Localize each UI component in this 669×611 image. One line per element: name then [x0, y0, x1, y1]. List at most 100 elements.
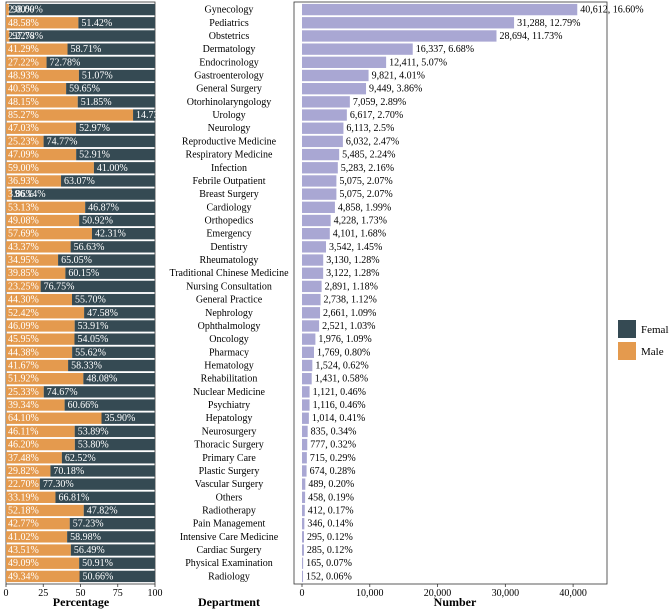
department-label: Pharmacy [209, 347, 249, 358]
male-label: 48.58% [8, 18, 39, 29]
count-bar [302, 399, 310, 411]
female-bar [72, 293, 155, 306]
department-label: Cardiology [207, 202, 252, 213]
count-bar [302, 201, 335, 213]
count-bar [302, 69, 369, 82]
male-bar [6, 307, 85, 319]
male-bar [6, 30, 10, 42]
department-label: Neurology [208, 123, 251, 134]
male-bar [6, 333, 75, 345]
legend: Female Male [618, 320, 669, 360]
count-bar [302, 96, 350, 108]
male-label: 22.70% [8, 479, 39, 490]
male-label: 57.69% [8, 229, 39, 240]
count-bar [302, 333, 316, 345]
count-label: 3,130, 1.28% [326, 255, 379, 266]
x-tick-label: 100 [148, 588, 163, 599]
count-label: 1,116, 0.46% [313, 400, 366, 411]
female-bar [78, 69, 155, 82]
count-bar [302, 346, 314, 358]
department-label: Gastroenterology [194, 71, 263, 82]
count-bar [302, 359, 313, 372]
female-bar [76, 122, 155, 134]
department-label: Gynecology [205, 5, 254, 16]
department-label: Reproductive Medicine [182, 136, 277, 147]
female-bar [43, 135, 156, 148]
male-label: 2.00% [8, 5, 34, 16]
male-bar [6, 425, 75, 438]
count-bar [302, 544, 304, 556]
male-bar [6, 504, 84, 517]
count-bar [302, 109, 347, 121]
female-label: 50.66% [83, 571, 114, 582]
female-bar [46, 56, 155, 68]
count-bar [302, 3, 578, 16]
female-label: 47.58% [87, 308, 118, 319]
male-bar [6, 56, 47, 68]
female-bar [8, 3, 156, 16]
male-label: 27.22% [8, 57, 39, 68]
female-label: 77.30% [43, 479, 74, 490]
male-bar [6, 399, 65, 411]
count-label: 1,014, 0.41% [312, 413, 365, 424]
male-label: 25.23% [8, 136, 39, 147]
department-label: Febrile Outpatient [192, 176, 265, 187]
count-label: 2,738, 1.12% [324, 295, 377, 306]
female-bar [74, 333, 155, 345]
male-bar [6, 241, 71, 253]
count-label: 40,612, 16.60% [580, 5, 643, 16]
female-bar [76, 148, 155, 161]
female-bar [43, 386, 155, 398]
female-bar [55, 491, 156, 503]
count-bar [302, 162, 338, 174]
female-bar [72, 346, 155, 358]
female-bar [70, 544, 155, 556]
count-label: 285, 0.12% [307, 545, 353, 556]
count-label: 295, 0.12% [307, 532, 353, 543]
department-label: Endocrinology [199, 57, 258, 68]
male-label: 47.03% [8, 123, 39, 134]
legend-swatch-female [618, 320, 636, 338]
female-bar [70, 241, 155, 253]
department-label: Nuclear Medicine [193, 387, 265, 398]
female-bar [11, 188, 155, 200]
count-bar [302, 412, 309, 424]
male-bar [6, 346, 73, 358]
male-bar [6, 373, 84, 385]
count-bar [302, 373, 312, 385]
female-label: 51.42% [81, 18, 112, 29]
count-bar [302, 267, 324, 279]
male-label: 23.25% [8, 281, 39, 292]
count-label: 16,337, 6.68% [416, 44, 474, 55]
male-label: 48.93% [8, 71, 39, 82]
male-label: 43.37% [8, 242, 39, 253]
female-bar [67, 43, 155, 55]
count-bar [302, 30, 497, 42]
count-bar [302, 280, 322, 293]
male-label: 41.29% [8, 44, 39, 55]
count-bar [302, 241, 327, 253]
female-label: 54.05% [77, 334, 108, 345]
count-label: 489, 0.20% [308, 479, 354, 490]
department-label: Infection [211, 163, 247, 174]
female-label: 62.52% [65, 453, 96, 464]
female-bar [74, 438, 155, 451]
male-label: 53.13% [8, 202, 39, 213]
count-bar [302, 386, 310, 398]
count-label: 12,411, 5.07% [389, 57, 447, 68]
female-bar [83, 373, 155, 385]
female-label: 51.07% [82, 71, 113, 82]
department-label: Pain Management [193, 519, 266, 530]
male-label: 3.86% [8, 189, 34, 200]
male-bar [6, 162, 94, 174]
count-label: 165, 0.07% [306, 558, 352, 569]
department-label: Psychiatry [208, 400, 250, 411]
male-label: 64.10% [8, 413, 39, 424]
male-label: 41.02% [8, 532, 39, 543]
department-label: Radiology [208, 571, 250, 582]
male-bar [6, 359, 69, 372]
department-label: Physical Examination [185, 558, 273, 569]
male-label: 46.09% [8, 321, 39, 332]
female-label: 60.66% [68, 400, 99, 411]
count-bar [302, 320, 320, 332]
